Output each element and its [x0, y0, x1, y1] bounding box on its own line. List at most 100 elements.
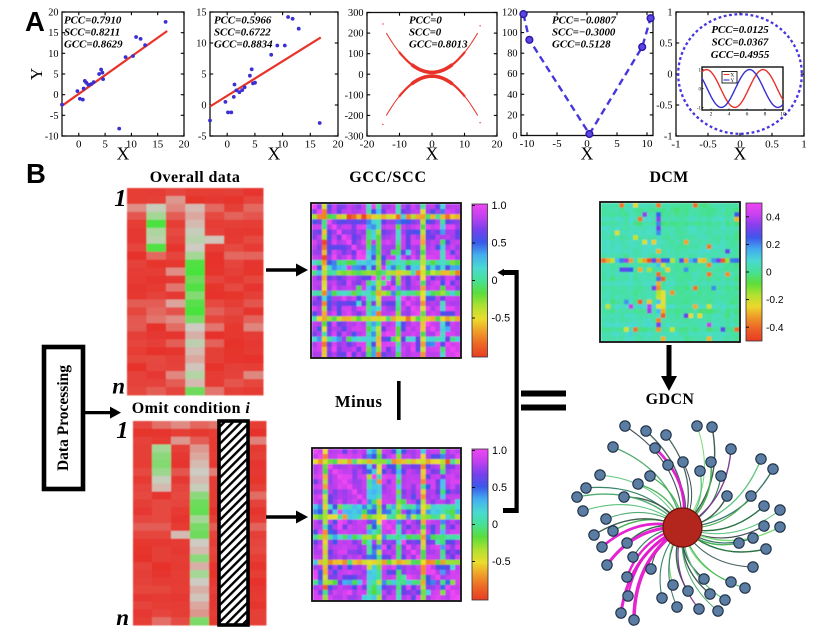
svg-text:DCM: DCM — [649, 169, 688, 186]
svg-text:80: 80 — [507, 49, 517, 60]
svg-text:0: 0 — [584, 138, 590, 150]
svg-text:GCC=0.5128: GCC=0.5128 — [552, 39, 611, 51]
svg-text:0: 0 — [737, 139, 743, 151]
svg-text:100: 100 — [502, 28, 517, 39]
svg-text:-0.5: -0.5 — [492, 313, 511, 325]
svg-text:1: 1 — [116, 417, 128, 444]
svg-text:GCC=0.4955: GCC=0.4955 — [711, 49, 770, 61]
svg-text:-200: -200 — [345, 111, 364, 122]
svg-text:SCC=0.8211: SCC=0.8211 — [64, 27, 120, 39]
svg-text:-0.2: -0.2 — [766, 295, 784, 306]
svg-text:10: 10 — [780, 112, 786, 118]
svg-text:-5: -5 — [552, 138, 562, 150]
svg-text:n: n — [112, 374, 125, 399]
svg-text:Data Processing: Data Processing — [55, 365, 72, 471]
svg-text:-5: -5 — [50, 111, 59, 122]
svg-text:SCC=0: SCC=0 — [409, 27, 442, 39]
svg-text:20: 20 — [48, 8, 58, 19]
svg-text:0: 0 — [766, 268, 772, 279]
svg-text:300: 300 — [348, 8, 363, 19]
svg-text:GCC=0.8013: GCC=0.8013 — [409, 39, 468, 51]
svg-text:GCC/SCC: GCC/SCC — [349, 169, 427, 186]
svg-text:0: 0 — [429, 139, 435, 151]
svg-text:20: 20 — [333, 139, 345, 151]
svg-text:X: X — [426, 144, 439, 164]
svg-text:1: 1 — [699, 69, 702, 74]
svg-text:Y: Y — [731, 79, 735, 84]
svg-text:n: n — [116, 605, 129, 630]
svg-text:2: 2 — [710, 112, 713, 118]
svg-text:Omit condition i: Omit condition i — [132, 400, 251, 417]
svg-text:A: A — [25, 6, 45, 37]
svg-text:20: 20 — [179, 139, 191, 151]
svg-text:100: 100 — [348, 49, 363, 60]
svg-text:5: 5 — [201, 70, 206, 81]
svg-text:0.5: 0.5 — [492, 482, 507, 494]
svg-text:0: 0 — [512, 131, 517, 142]
svg-text:0: 0 — [76, 139, 82, 151]
svg-text:4: 4 — [728, 112, 731, 118]
svg-text:5: 5 — [252, 139, 258, 151]
svg-text:0.5: 0.5 — [660, 39, 673, 50]
svg-text:Minus: Minus — [335, 392, 383, 411]
svg-text:Y: Y — [27, 68, 46, 80]
svg-text:15: 15 — [48, 28, 58, 39]
svg-text:GCC=0.8834: GCC=0.8834 — [214, 39, 273, 51]
svg-text:1: 1 — [114, 185, 126, 212]
svg-text:1.0: 1.0 — [492, 200, 507, 212]
svg-text:0: 0 — [53, 90, 58, 101]
svg-text:SCC=0.6722: SCC=0.6722 — [214, 27, 271, 39]
svg-text:10: 10 — [277, 139, 289, 151]
svg-text:0: 0 — [667, 70, 672, 81]
svg-text:-0.5: -0.5 — [656, 101, 672, 112]
svg-text:-1: -1 — [664, 132, 673, 143]
svg-text:GCC=0.8629: GCC=0.8629 — [64, 39, 123, 51]
svg-text:-0.5: -0.5 — [492, 556, 511, 568]
svg-text:X: X — [734, 144, 747, 164]
svg-text:SCC=0.0367: SCC=0.0367 — [712, 37, 769, 49]
svg-text:PCC=0.5966: PCC=0.5966 — [214, 15, 272, 27]
svg-text:15: 15 — [196, 8, 206, 19]
svg-text:B: B — [26, 158, 46, 189]
svg-text:120: 120 — [502, 8, 517, 19]
svg-text:PCC=0: PCC=0 — [409, 15, 442, 27]
svg-text:-5: -5 — [198, 132, 207, 143]
svg-text:0: 0 — [492, 275, 498, 287]
svg-text:0: 0 — [358, 70, 363, 81]
svg-text:0: 0 — [699, 88, 702, 93]
svg-text:1.0: 1.0 — [492, 445, 507, 457]
svg-text:-0.4: -0.4 — [766, 323, 784, 334]
svg-text:8: 8 — [764, 112, 767, 118]
svg-text:6: 6 — [746, 112, 749, 118]
svg-text:10: 10 — [459, 139, 471, 151]
svg-text:10: 10 — [642, 138, 654, 150]
svg-text:GDCN: GDCN — [646, 391, 695, 408]
svg-text:X: X — [731, 74, 735, 79]
svg-text:200: 200 — [348, 29, 363, 40]
svg-text:60: 60 — [507, 69, 517, 80]
svg-text:X: X — [268, 144, 281, 164]
svg-text:0.4: 0.4 — [766, 212, 780, 223]
svg-text:10: 10 — [126, 139, 138, 151]
svg-text:Overall data: Overall data — [150, 169, 241, 186]
svg-text:X: X — [117, 144, 130, 164]
svg-text:20: 20 — [492, 139, 504, 151]
svg-text:-10: -10 — [392, 139, 407, 151]
svg-text:15: 15 — [305, 139, 317, 151]
svg-text:5: 5 — [53, 70, 58, 81]
svg-text:-300: -300 — [345, 132, 364, 143]
svg-text:-1: -1 — [697, 106, 702, 111]
svg-text:-0.5: -0.5 — [699, 139, 717, 151]
svg-text:-10: -10 — [45, 132, 59, 143]
svg-text:10: 10 — [48, 49, 58, 60]
svg-text:0.2: 0.2 — [766, 240, 780, 251]
svg-text:X: X — [581, 144, 594, 164]
svg-text:1: 1 — [667, 8, 672, 19]
svg-text:1: 1 — [801, 139, 807, 151]
svg-text:-1: -1 — [671, 139, 680, 151]
svg-text:40: 40 — [507, 90, 517, 101]
svg-text:0.5: 0.5 — [492, 238, 507, 250]
svg-text:PCC=0.0125: PCC=0.0125 — [711, 24, 769, 36]
svg-text:-20: -20 — [360, 139, 375, 151]
svg-text:0: 0 — [201, 101, 206, 112]
